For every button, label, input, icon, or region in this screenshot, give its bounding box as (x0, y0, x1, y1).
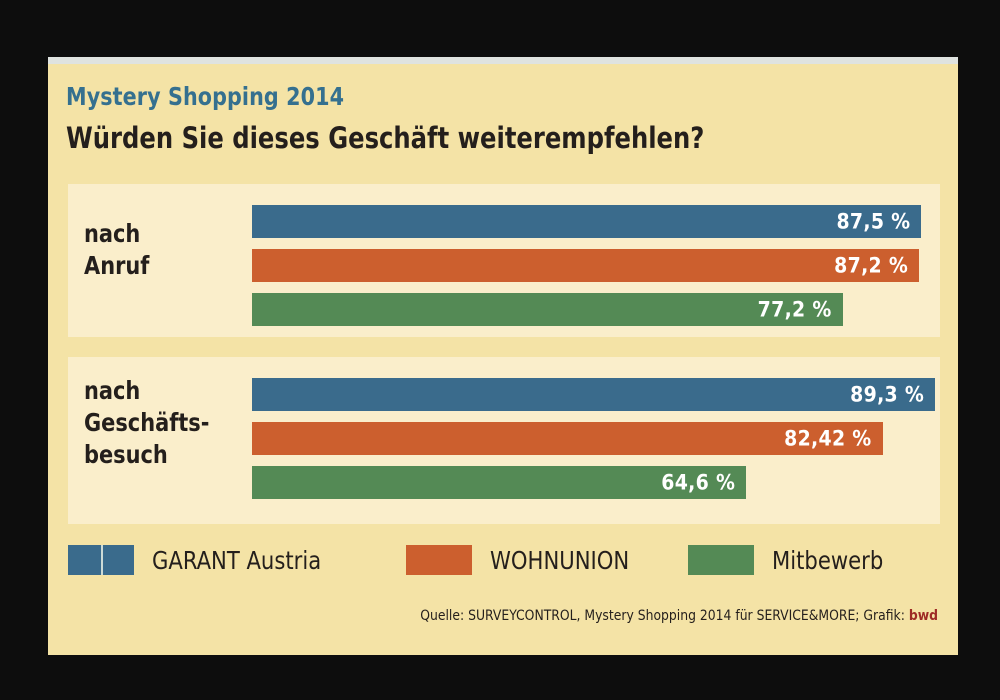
bar-value-label: 77,2 % (757, 297, 832, 322)
page-title: Würden Sie dieses Geschäft weiterempfehl… (66, 121, 705, 156)
group-label-geschaeftsbesuch: nach Geschäfts- besuch (84, 376, 210, 469)
chart-panel-geschaeftsbesuch: nach Geschäfts- besuch 89,3 % 82,42 % 64… (68, 357, 940, 524)
bar-value-label: 89,3 % (850, 382, 925, 407)
card-top-strip (48, 57, 958, 64)
bar-row: 89,3 % (224, 378, 936, 411)
group-label-anruf: nach Anruf (84, 219, 150, 280)
bar-row: 64,6 % (224, 466, 924, 499)
source-text: Quelle: SURVEYCONTROL, Mystery Shopping … (420, 608, 909, 624)
bar-value-label: 87,2 % (834, 253, 909, 278)
legend-item-mitbewerb: Mitbewerb (688, 539, 890, 581)
bar-garant-anruf: 87,5 % (252, 205, 922, 238)
bar-wohnunion-besuch: 82,42 % (252, 422, 883, 455)
bar-value-label: 87,5 % (836, 209, 911, 234)
bar-row: 77,2 % (224, 293, 924, 326)
legend-item-wohnunion: WOHNUNION (406, 539, 638, 581)
legend-swatch-icon (68, 545, 134, 575)
legend-item-garant-austria: GARANT Austria (68, 539, 332, 581)
kicker-title: Mystery Shopping 2014 (66, 82, 345, 111)
legend-swatch-icon (406, 545, 472, 575)
bar-value-label: 64,6 % (661, 470, 736, 495)
bar-group-anruf: 87,5 % 87,2 % 77,2 % (224, 205, 924, 326)
source-credit: bwd (908, 608, 938, 624)
bar-row: 87,5 % (224, 205, 924, 238)
legend-label: WOHNUNION (490, 545, 630, 575)
source-note: Quelle: SURVEYCONTROL, Mystery Shopping … (420, 608, 938, 624)
legend-label: GARANT Austria (152, 545, 322, 575)
bar-group-geschaeftsbesuch: 89,3 % 82,42 % 64,6 % (224, 378, 936, 499)
heading-block: Mystery Shopping 2014 Würden Sie dieses … (66, 82, 936, 156)
bar-garant-besuch: 89,3 % (252, 378, 936, 411)
legend-label: Mitbewerb (772, 545, 884, 575)
bar-mitbewerb-anruf: 77,2 % (252, 293, 843, 326)
chart-legend: GARANT Austria WOHNUNION Mitbewerb (68, 539, 940, 581)
bar-wohnunion-anruf: 87,2 % (252, 249, 920, 282)
legend-swatch-icon (688, 545, 754, 575)
bar-row: 87,2 % (224, 249, 924, 282)
bar-mitbewerb-besuch: 64,6 % (252, 466, 747, 499)
bar-row: 82,42 % (224, 422, 924, 455)
bar-value-label: 82,42 % (784, 426, 872, 451)
chart-panel-anruf: nach Anruf 87,5 % 87,2 % 77,2 % (68, 184, 940, 337)
infographic-card: Mystery Shopping 2014 Würden Sie dieses … (48, 57, 958, 655)
